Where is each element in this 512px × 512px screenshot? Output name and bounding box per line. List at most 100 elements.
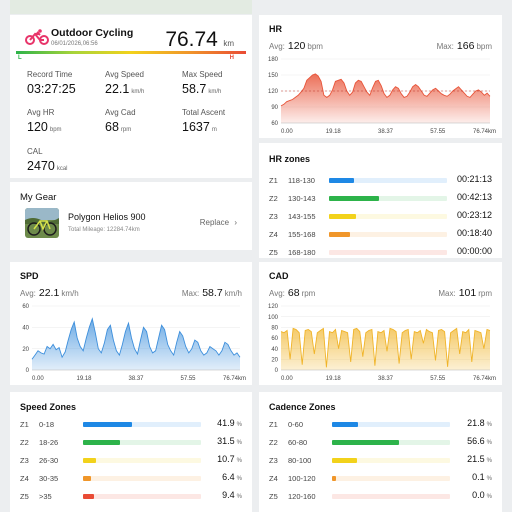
- zone-row: Z5 120-160 0.0%: [269, 489, 492, 505]
- x-tick-label: 19.18: [326, 376, 342, 382]
- zone-bar-fill: [329, 196, 379, 201]
- x-tick-label: 38.37: [378, 376, 394, 382]
- x-tick-label: 57.55: [430, 129, 446, 135]
- series-line: [280, 73, 491, 107]
- y-tick-label: 0: [275, 368, 279, 374]
- stat-label: Total Ascent: [182, 108, 226, 117]
- speed-zones-title: Speed Zones: [20, 402, 77, 412]
- zone-bar-fill: [83, 440, 121, 445]
- zone-label: Z5: [20, 492, 29, 501]
- zone-value: 00:42:13: [456, 192, 492, 202]
- area-fill: [32, 318, 240, 370]
- area-fill: [281, 73, 490, 123]
- y-tick-label: 100: [268, 315, 279, 321]
- zone-value: 31.5%: [217, 436, 242, 446]
- intensity-bar: [16, 51, 246, 54]
- zone-value: 0.0%: [472, 490, 492, 500]
- x-tick-label: 38.37: [378, 129, 394, 135]
- zone-row: Z4 155-168 00:18:40: [269, 227, 492, 243]
- zone-bar-track: [332, 494, 450, 499]
- stat-value: 1637 m: [182, 120, 217, 134]
- hr-card: HR Avg: 120 bpm Max: 166 bpm 60 90 120 150 180 0.…: [259, 15, 502, 138]
- zone-row: Z1 0-18 41.9%: [20, 417, 242, 433]
- zone-row: Z1 118-130 00:21:13: [269, 173, 492, 189]
- cycling-icon: [25, 29, 49, 45]
- zone-value: 9.4%: [222, 490, 242, 500]
- cad-card: CAD Avg: 68 rpm Max: 101 rpm 0 20 40 60 80 100 120…: [259, 262, 502, 385]
- spd-chart: 0 20 40 60 0.00 19.18 38.37 57.55 76.74km: [22, 304, 246, 382]
- y-tick-label: 180: [268, 57, 279, 63]
- spd-title: SPD: [20, 271, 39, 281]
- zone-value: 10.7%: [217, 454, 242, 464]
- zone-row: Z5 168-180 00:00:00: [269, 245, 492, 261]
- zone-value: 41.9%: [217, 418, 242, 428]
- cad-title: CAD: [269, 271, 289, 281]
- x-tick-label: 76.74km: [473, 376, 496, 382]
- zone-bar-track: [332, 458, 450, 463]
- zone-range: 143-155: [288, 212, 316, 221]
- y-tick-label: 40: [271, 347, 278, 353]
- intensity-high-label: H: [229, 55, 234, 61]
- stat-value: 68 rpm: [105, 120, 132, 134]
- spd-avg: Avg: 22.1 km/h: [20, 287, 79, 299]
- hr-zones-title: HR zones: [269, 154, 311, 164]
- spd-card: SPD Avg: 22.1 km/h Max: 58.7 km/h 0 20 40 60 0.0…: [10, 262, 252, 385]
- zone-range: 0-18: [39, 420, 55, 429]
- zone-label: Z5: [269, 248, 278, 257]
- zone-range: >35: [39, 492, 52, 501]
- zone-bar-fill: [329, 232, 351, 237]
- y-tick-label: 60: [271, 121, 278, 127]
- zone-bar-fill: [83, 494, 95, 499]
- bike-thumbnail: [25, 208, 59, 238]
- bike-mileage: Total Mileage: 12284.74km: [68, 227, 140, 233]
- zone-bar-track: [329, 178, 447, 183]
- y-tick-label: 20: [271, 358, 278, 364]
- stat-value: 120 bpm: [27, 120, 62, 134]
- zone-label: Z4: [269, 474, 278, 483]
- zone-label: Z1: [269, 176, 278, 185]
- zone-label: Z2: [20, 438, 29, 447]
- gear-title: My Gear: [20, 192, 57, 203]
- zone-value: 21.8%: [467, 418, 492, 428]
- speed-zones-card: Speed Zones Z1 0-18 41.9% Z2 18-26 31.5% Z3 26-…: [10, 392, 252, 512]
- zone-range: 18-26: [39, 438, 59, 447]
- y-tick-label: 120: [268, 304, 279, 310]
- zone-row: Z4 30-35 6.4%: [20, 471, 242, 487]
- stat-label: CAL: [27, 147, 43, 156]
- zone-bar-fill: [83, 422, 133, 427]
- x-tick-label: 0.00: [281, 129, 293, 135]
- replace-button[interactable]: Replace ›: [200, 218, 237, 227]
- hr-title: HR: [269, 24, 282, 34]
- zone-label: Z2: [269, 194, 278, 203]
- zone-bar-track: [83, 458, 201, 463]
- stat-label: Max Speed: [182, 70, 223, 79]
- x-tick-label: 57.55: [180, 376, 196, 382]
- zone-value: 00:21:13: [456, 174, 492, 184]
- replace-label: Replace: [199, 218, 230, 227]
- x-tick-label: 0.00: [281, 376, 293, 382]
- zone-bar-track: [83, 440, 201, 445]
- summary-card: Outdoor Cycling 06/01/2026,06:56 76.74 k…: [10, 15, 252, 178]
- zone-bar-track: [332, 440, 450, 445]
- cadence-zones-title: Cadence Zones: [269, 402, 336, 412]
- y-tick-label: 60: [22, 304, 29, 310]
- zone-bar-track: [329, 196, 447, 201]
- activity-title: Outdoor Cycling: [51, 27, 134, 39]
- x-tick-label: 76.74km: [223, 376, 246, 382]
- stat-value: 58.7 km/h: [182, 82, 222, 96]
- bike-name: Polygon Helios 900: [68, 212, 146, 222]
- map-strip: [10, 0, 252, 14]
- zone-row: Z1 0-60 21.8%: [269, 417, 492, 433]
- zone-row: Z5 >35 9.4%: [20, 489, 242, 505]
- spd-max: Max: 58.7 km/h: [181, 287, 242, 299]
- distance-value: 76.74: [165, 28, 218, 51]
- zone-bar-fill: [332, 476, 336, 481]
- cad-max: Max: 101 rpm: [438, 287, 492, 299]
- stat-value: 03:27:25: [27, 82, 76, 96]
- zone-bar-track: [332, 476, 450, 481]
- zone-range: 30-35: [39, 474, 59, 483]
- zone-range: 100-120: [288, 474, 316, 483]
- y-tick-label: 90: [271, 105, 278, 111]
- zone-range: 0-60: [288, 420, 304, 429]
- zone-value: 00:18:40: [456, 228, 492, 238]
